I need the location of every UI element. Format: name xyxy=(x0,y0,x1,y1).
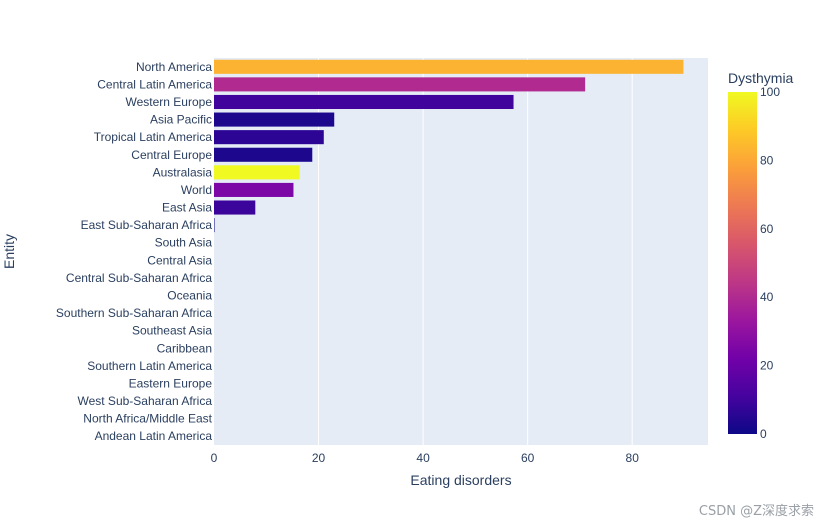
colorbar-title: Dysthymia xyxy=(728,70,794,86)
x-tick-label: 80 xyxy=(626,451,640,465)
x-axis-title: Eating disorders xyxy=(410,472,511,488)
y-tick-label: Western Europe xyxy=(126,95,213,109)
y-tick-label: Central Latin America xyxy=(97,77,212,91)
x-tick-label: 60 xyxy=(521,451,535,465)
x-tick-label: 0 xyxy=(211,451,218,465)
colorbar-tick-label: 80 xyxy=(760,153,774,167)
colorbar: Dysthymia 0 20 40 60 80 100 xyxy=(728,70,794,441)
x-tick-label: 40 xyxy=(416,451,430,465)
y-tick-label: Southeast Asia xyxy=(132,324,212,338)
colorbar-tick-label: 0 xyxy=(760,427,767,441)
colorbar-tick-label: 20 xyxy=(760,359,774,373)
y-tick-label: North Africa/Middle East xyxy=(83,412,212,426)
colorbar-gradient xyxy=(728,92,757,434)
bar-world[interactable] xyxy=(214,182,294,197)
y-tick-label: East Asia xyxy=(162,201,212,215)
colorbar-tick-labels: 0 20 40 60 80 100 xyxy=(760,85,780,441)
bar-central-latin-america[interactable] xyxy=(214,77,586,92)
y-tick-label: Australasia xyxy=(153,165,213,179)
y-tick-label: South Asia xyxy=(155,236,213,250)
y-tick-label: North America xyxy=(136,60,212,74)
y-tick-label: Caribbean xyxy=(157,341,212,355)
x-tick-label: 20 xyxy=(312,451,326,465)
bar-tropical-latin-america[interactable] xyxy=(214,130,324,145)
y-tick-label: East Sub-Saharan Africa xyxy=(81,218,213,232)
y-tick-label: Tropical Latin America xyxy=(94,130,213,144)
y-tick-label: Central Asia xyxy=(147,253,212,267)
x-tick-labels: 0 20 40 60 80 xyxy=(211,451,640,465)
y-tick-label: Asia Pacific xyxy=(150,113,212,127)
bar-east-asia[interactable] xyxy=(214,200,256,215)
y-tick-label: West Sub-Saharan Africa xyxy=(77,394,212,408)
colorbar-tick-label: 100 xyxy=(760,85,780,99)
bar-east-sub-saharan-africa[interactable] xyxy=(214,218,215,233)
bar-north-america[interactable] xyxy=(214,59,684,74)
bar-central-europe[interactable] xyxy=(214,147,313,162)
colorbar-tick-label: 60 xyxy=(760,222,774,236)
y-tick-label: Eastern Europe xyxy=(129,376,213,390)
y-tick-label: World xyxy=(181,183,212,197)
bar-asia-pacific[interactable] xyxy=(214,112,335,127)
y-tick-label: Oceania xyxy=(167,288,212,302)
y-tick-label: Andean Latin America xyxy=(95,429,213,443)
y-tick-labels: North America Central Latin America Wester… xyxy=(56,60,213,443)
y-tick-label: Central Sub-Saharan Africa xyxy=(66,271,212,285)
bar-western-europe[interactable] xyxy=(214,94,514,110)
colorbar-tick-label: 40 xyxy=(760,290,774,304)
y-axis-title: Entity xyxy=(1,234,17,269)
y-tick-label: Southern Latin America xyxy=(87,359,212,373)
bars xyxy=(214,59,684,233)
watermark: CSDN @Z深度求索 xyxy=(698,504,814,519)
bar-australasia[interactable] xyxy=(214,165,300,180)
y-tick-label: Central Europe xyxy=(131,148,212,162)
y-tick-label: Southern Sub-Saharan Africa xyxy=(56,306,212,320)
